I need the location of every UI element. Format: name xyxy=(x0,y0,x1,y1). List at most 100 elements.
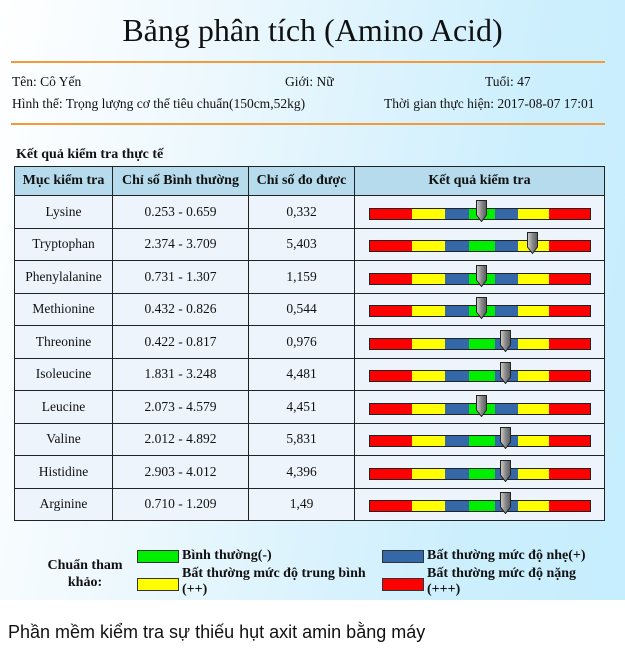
report-panel: Bảng phân tích (Amino Acid) Tên: Cô Yến … xyxy=(0,0,625,600)
gauge-segment xyxy=(468,371,495,382)
gauge-segment xyxy=(369,468,412,479)
result-gauge xyxy=(368,297,591,321)
gauge-segment xyxy=(444,436,469,447)
cell-result-gauge xyxy=(354,357,605,391)
legend-swatch-severe xyxy=(382,578,424,591)
table-row: Arginine 0.710 - 1.209 1,49 xyxy=(14,487,605,521)
gauge-segment xyxy=(517,338,549,349)
gauge-segment xyxy=(548,403,590,414)
legend-swatch-normal xyxy=(137,550,179,563)
test-time: Thời gian thực hiện: 2017-08-07 17:01 xyxy=(384,96,595,111)
cell-measured: 1,159 xyxy=(248,260,355,294)
table-header-row: Mục kiểm tra Chỉ số Bình thường Chỉ số đ… xyxy=(14,166,605,196)
gauge-marker-icon xyxy=(499,492,511,515)
result-gauge xyxy=(368,427,591,451)
result-gauge xyxy=(368,329,591,354)
cell-measured: 4,396 xyxy=(248,455,355,489)
cell-measured: 1,49 xyxy=(248,487,355,521)
gauge-scale-bar xyxy=(368,435,591,448)
col-header-measured: Chỉ số đo được xyxy=(248,166,355,196)
divider-bottom xyxy=(11,123,605,125)
gauge-segment xyxy=(517,306,549,317)
gauge-segment xyxy=(548,208,590,219)
legend-swatch-moderate xyxy=(137,578,179,591)
cell-normal: 2.903 - 4.012 xyxy=(112,455,249,489)
gauge-segment xyxy=(548,468,590,479)
cell-result-gauge xyxy=(354,227,605,261)
gauge-segment xyxy=(369,273,412,284)
patient-age: Tuổi: 47 xyxy=(485,74,531,89)
gauge-segment xyxy=(517,403,549,414)
cell-normal: 0.432 - 0.826 xyxy=(112,292,249,326)
cell-measured: 5,403 xyxy=(248,227,355,261)
gauge-scale-bar xyxy=(368,467,591,480)
result-gauge xyxy=(368,394,591,419)
gauge-marker-icon xyxy=(475,297,487,320)
legend-label-moderate: Bất thường mức độ trung bình (++) xyxy=(182,566,366,597)
gauge-segment xyxy=(411,273,445,284)
gauge-segment xyxy=(369,241,412,252)
gauge-segment xyxy=(468,241,495,252)
cell-measured: 0,332 xyxy=(248,195,355,229)
gauge-segment xyxy=(411,403,445,414)
gauge-segment xyxy=(444,501,469,512)
gauge-segment xyxy=(411,338,445,349)
gauge-segment xyxy=(411,468,445,479)
gauge-segment xyxy=(517,468,549,479)
result-gauge xyxy=(368,232,591,256)
gauge-scale-bar xyxy=(368,337,591,350)
gauge-segment xyxy=(369,501,412,512)
cell-measured: 0,544 xyxy=(248,292,355,326)
gauge-segment xyxy=(411,436,445,447)
cell-result-gauge xyxy=(354,455,605,489)
result-gauge xyxy=(368,199,591,224)
gauge-segment xyxy=(411,501,445,512)
cell-item: Valine xyxy=(14,422,113,456)
cell-result-gauge xyxy=(354,487,605,521)
cell-item: Histidine xyxy=(14,455,113,489)
gauge-segment xyxy=(468,501,495,512)
gauge-segment xyxy=(548,501,590,512)
gauge-segment xyxy=(548,273,590,284)
gauge-segment xyxy=(517,436,549,447)
cell-result-gauge xyxy=(354,390,605,424)
gauge-segment xyxy=(444,241,469,252)
gauge-segment xyxy=(517,371,549,382)
table-row: Lysine 0.253 - 0.659 0,332 xyxy=(14,195,605,229)
gauge-segment xyxy=(468,338,495,349)
gauge-segment xyxy=(411,371,445,382)
gauge-marker-icon xyxy=(499,362,511,385)
cell-normal: 2.374 - 3.709 xyxy=(112,227,249,261)
legend-label-normal: Bình thường(-) xyxy=(182,548,272,563)
gauge-segment xyxy=(411,306,445,317)
gauge-marker-icon xyxy=(475,264,487,287)
cell-item: Leucine xyxy=(14,390,113,424)
cell-result-gauge xyxy=(354,195,605,229)
cell-normal: 2.073 - 4.579 xyxy=(112,390,249,424)
footer-caption: Phần mềm kiểm tra sự thiếu hụt axit amin… xyxy=(8,622,426,642)
gauge-marker-icon xyxy=(526,232,538,255)
legend-swatch-mild xyxy=(382,550,424,563)
result-gauge xyxy=(368,264,591,289)
gauge-segment xyxy=(494,306,518,317)
gauge-segment xyxy=(494,208,518,219)
cell-measured: 5,831 xyxy=(248,422,355,456)
section-label: Kết quả kiểm tra thực tế xyxy=(16,147,164,162)
gauge-segment xyxy=(444,273,469,284)
table-row: Valine 2.012 - 4.892 5,831 xyxy=(14,422,605,456)
result-gauge xyxy=(368,492,591,516)
cell-normal: 0.253 - 0.659 xyxy=(112,195,249,229)
gauge-scale-bar xyxy=(368,370,591,383)
gauge-marker-icon xyxy=(499,459,511,482)
table-row: Histidine 2.903 - 4.012 4,396 xyxy=(14,455,605,489)
gauge-segment xyxy=(444,338,469,349)
cell-measured: 4,481 xyxy=(248,357,355,391)
gauge-segment xyxy=(517,501,549,512)
gauge-segment xyxy=(411,241,445,252)
gauge-segment xyxy=(369,403,412,414)
cell-item: Threonine xyxy=(14,325,113,359)
gauge-segment xyxy=(444,208,469,219)
legend-label-severe: Bất thường mức độ nặng (+++) xyxy=(427,566,577,597)
gauge-scale-bar xyxy=(368,500,591,513)
gauge-marker-icon xyxy=(475,394,487,417)
